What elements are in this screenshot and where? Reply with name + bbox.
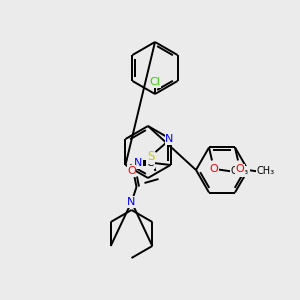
Text: CH₃: CH₃ bbox=[231, 167, 249, 176]
Text: CH₃: CH₃ bbox=[257, 167, 275, 176]
Text: Cl: Cl bbox=[150, 77, 160, 87]
Text: O: O bbox=[127, 166, 136, 176]
Text: O: O bbox=[210, 164, 218, 175]
Text: N: N bbox=[134, 158, 143, 168]
Text: O: O bbox=[236, 164, 244, 175]
Text: C: C bbox=[147, 158, 154, 168]
Text: N: N bbox=[127, 197, 136, 207]
Text: N: N bbox=[165, 134, 174, 144]
Text: S: S bbox=[147, 151, 154, 164]
